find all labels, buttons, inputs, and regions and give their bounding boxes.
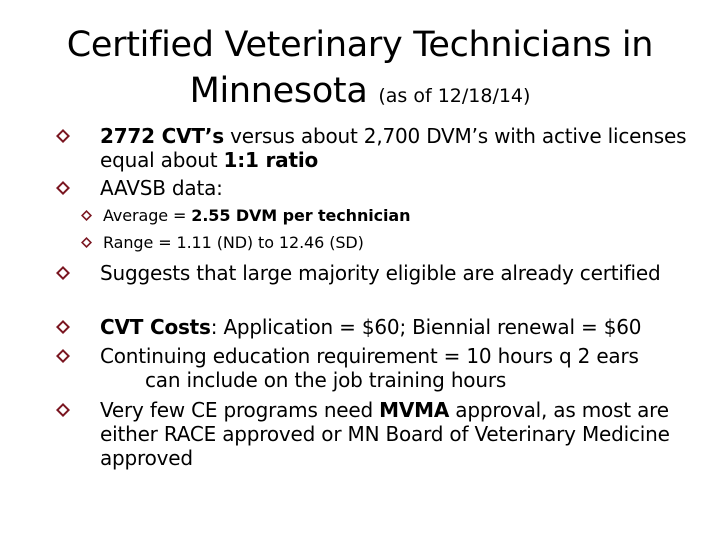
ratio-text: equal about	[100, 148, 224, 172]
bullet-icon	[56, 181, 70, 195]
title-date-note: (as of 12/18/14)	[378, 85, 531, 107]
bullet-continuing-ed: Continuing education requirement = 10 ho…	[56, 344, 700, 392]
bullet-icon	[56, 320, 70, 334]
title-line-1: Certified Veterinary Technicians in	[66, 25, 654, 65]
title-line-2: Minnesota (as of 12/18/14)	[0, 68, 720, 119]
average-label: Average =	[103, 206, 192, 225]
range-text: Range = 1.11 (ND) to 12.46 (SD)	[103, 233, 364, 252]
mvma-text-1: Very few CE programs need	[100, 398, 380, 422]
sub-bullet-range: Range = 1.11 (ND) to 12.46 (SD)	[81, 232, 703, 254]
sub-bullet-average: Average = 2.55 DVM per technician	[81, 205, 703, 227]
bullet-icon	[56, 403, 70, 417]
suggests-text: Suggests that large majority eligible ar…	[100, 261, 661, 285]
bullet-icon	[56, 266, 70, 280]
bullet-aavsb: AAVSB data:	[56, 176, 700, 200]
sub-bullet-icon	[81, 210, 92, 221]
slide-title: Certified Veterinary Technicians in Minn…	[0, 22, 720, 119]
cvt-count: 2772 CVT’s	[100, 124, 224, 148]
bullet-cvt-count: 2772 CVT’s versus about 2,700 DVM’s with…	[56, 124, 700, 172]
aavsb-label: AAVSB data:	[100, 176, 223, 200]
cvt-costs-text: : Application = $60; Biennial renewal = …	[210, 315, 642, 339]
cvt-costs-label: CVT Costs	[100, 315, 211, 339]
mvma-text-4: approved	[100, 446, 193, 470]
sub-bullet-icon	[81, 237, 92, 248]
average-value: 2.55 DVM per technician	[191, 206, 411, 225]
cvt-compare-text: versus about 2,700 DVM’s with active lic…	[223, 124, 687, 148]
bullet-mvma: Very few CE programs need MVMA approval,…	[56, 398, 700, 470]
mvma-text-2: approval, as most are	[449, 398, 669, 422]
bullet-cvt-costs: CVT Costs: Application = $60; Biennial r…	[56, 315, 700, 339]
ce-note-text: can include on the job training hours	[145, 368, 507, 392]
bullet-suggests: Suggests that large majority eligible ar…	[56, 261, 700, 285]
bullet-icon	[56, 349, 70, 363]
mvma-label: MVMA	[379, 398, 450, 422]
ce-requirement-text: Continuing education requirement = 10 ho…	[100, 344, 639, 368]
ratio-value: 1:1 ratio	[223, 148, 319, 172]
bullet-icon	[56, 129, 70, 143]
title-main: Minnesota	[189, 71, 368, 111]
mvma-text-3: either RACE approved or MN Board of Vete…	[100, 422, 670, 446]
